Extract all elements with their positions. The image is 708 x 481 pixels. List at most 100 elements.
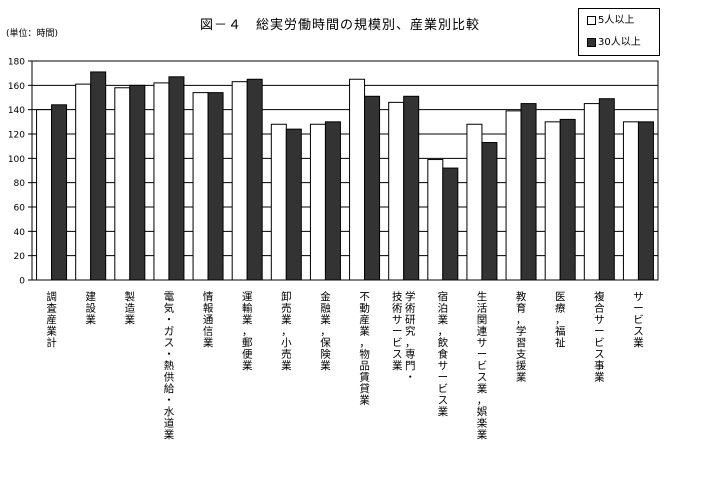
- x-category-label-char: 運: [242, 291, 253, 303]
- bar: [75, 83, 92, 281]
- x-category-label-char: 活: [477, 303, 488, 315]
- bar: [544, 121, 561, 281]
- x-category-label-char: サ: [438, 360, 449, 372]
- x-category-label-char: 業: [281, 313, 292, 326]
- x-category-label-char: 門: [405, 360, 416, 372]
- x-category-label-char: 郵: [242, 337, 253, 349]
- x-category-label-char: 貸: [359, 382, 370, 395]
- y-axis-unit-label: (単位：時間): [6, 29, 59, 39]
- x-category-label: 教育，学習支援業: [516, 290, 527, 384]
- bar: [637, 121, 654, 281]
- bar: [129, 84, 146, 281]
- x-category-label-char: 供: [164, 371, 175, 384]
- bar: [90, 71, 107, 281]
- x-category-label-char: 給: [164, 382, 175, 395]
- x-category-label-char: 物: [359, 348, 370, 361]
- x-category-label-char: 泊: [438, 303, 449, 315]
- x-category-label: 不動産業，物品賃貸業: [359, 291, 370, 407]
- x-category-label-char: 究: [405, 325, 416, 338]
- bar: [442, 167, 459, 281]
- x-category-label-char: 産: [46, 313, 57, 326]
- x-category-label-char: ー: [633, 303, 644, 315]
- bar: [207, 92, 224, 281]
- x-category-label-char: 業: [594, 371, 605, 384]
- x-category-label-char: 業: [164, 428, 175, 441]
- x-category-label-char: ス: [633, 326, 644, 338]
- x-category-label-char: ー: [392, 326, 403, 338]
- legend-swatch-white: [587, 15, 596, 25]
- x-category-label-char: ，: [320, 326, 331, 338]
- x-category-label-char: 業: [438, 405, 449, 418]
- x-category-label-char: 不: [359, 291, 370, 303]
- bar: [114, 87, 131, 281]
- x-category-label-char: 査: [46, 302, 57, 315]
- x-category-label-char: 業: [281, 359, 292, 372]
- x-category-label-char: 産: [359, 313, 370, 326]
- bar: [349, 78, 366, 281]
- x-category-label-char: サ: [392, 314, 403, 326]
- x-category-label-char: ス: [164, 337, 175, 349]
- bar: [36, 109, 53, 281]
- y-tick-label: 20: [14, 252, 26, 262]
- x-category-label-char: 学: [516, 325, 527, 338]
- x-category-label-char: 食: [438, 348, 449, 361]
- x-category-label-char: 信: [203, 326, 214, 338]
- x-category-label-char: ビ: [392, 337, 403, 349]
- x-category-label-char: 便: [242, 348, 253, 361]
- x-category-label: 金融業，保険業: [320, 290, 331, 372]
- x-category-label-char: 育: [516, 302, 527, 315]
- x-category-label-char: 業: [359, 394, 370, 407]
- x-category-label-char: 支: [516, 349, 527, 361]
- x-category-label: サービス業: [633, 291, 644, 349]
- y-tick-label: 80: [14, 179, 26, 189]
- x-category-label-char: ，: [405, 337, 416, 349]
- x-category-label-char: 動: [359, 302, 370, 315]
- x-category-label-char: 業: [392, 359, 403, 372]
- x-category-label-char: 業: [203, 336, 214, 349]
- x-category-label-char: 金: [320, 290, 331, 303]
- bar: [270, 123, 287, 281]
- x-category-label-char: 宿: [438, 290, 449, 303]
- x-category-label-char: ー: [477, 349, 488, 361]
- x-category-label-char: 賃: [359, 371, 370, 384]
- x-category-label: 電気・ガス・熱供給・水道業: [164, 291, 175, 441]
- x-category-label-char: ス: [438, 395, 449, 407]
- x-category-label-char: ，: [281, 326, 292, 338]
- bar: [231, 81, 248, 281]
- x-category-label-char: 業: [438, 313, 449, 326]
- x-category-label-char: 業: [242, 359, 253, 372]
- legend-item-30-plus: 30人以上: [587, 37, 641, 49]
- x-category-label-char: 飲: [438, 336, 449, 349]
- x-category-label-char: 造: [125, 302, 136, 315]
- x-category-label-char: 術: [392, 302, 403, 315]
- x-category-label-char: 研: [405, 314, 416, 326]
- x-category-label-char: 電: [164, 291, 175, 303]
- bar: [51, 104, 68, 281]
- x-category-label-char: ス: [594, 349, 605, 361]
- x-category-label-char: 売: [281, 348, 292, 361]
- legend-item-5-plus: 5人以上: [587, 15, 634, 27]
- y-tick-label: 120: [8, 131, 25, 141]
- x-category-label-char: 業: [46, 325, 57, 338]
- x-category-label-char: 業: [477, 382, 488, 395]
- bar: [364, 95, 381, 281]
- x-category-label-char: 専: [405, 349, 416, 361]
- x-category-label-char: 製: [125, 290, 136, 303]
- x-category-label-char: 術: [405, 302, 416, 315]
- x-category-label-char: 楽: [477, 417, 488, 430]
- x-category-label-char: 融: [320, 303, 331, 315]
- bar: [466, 123, 483, 281]
- x-category-label-char: 水: [164, 406, 175, 418]
- x-category-label-char: 売: [281, 302, 292, 315]
- x-category-label-char: 技: [392, 290, 403, 303]
- y-tick-label: 40: [14, 228, 26, 238]
- x-category-label-char: ，: [242, 326, 253, 338]
- bar: [168, 76, 185, 281]
- x-category-label-char: ー: [438, 372, 449, 384]
- x-category-label-char: 建: [85, 290, 96, 303]
- bar: [192, 92, 209, 281]
- x-category-label-char: 保: [320, 336, 331, 349]
- bar: [246, 78, 263, 281]
- x-category-label: 運輸業，郵便業: [242, 291, 253, 372]
